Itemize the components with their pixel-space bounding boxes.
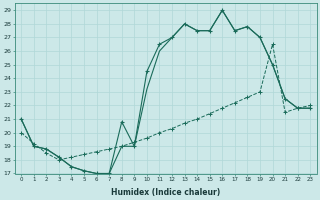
- X-axis label: Humidex (Indice chaleur): Humidex (Indice chaleur): [111, 188, 220, 197]
